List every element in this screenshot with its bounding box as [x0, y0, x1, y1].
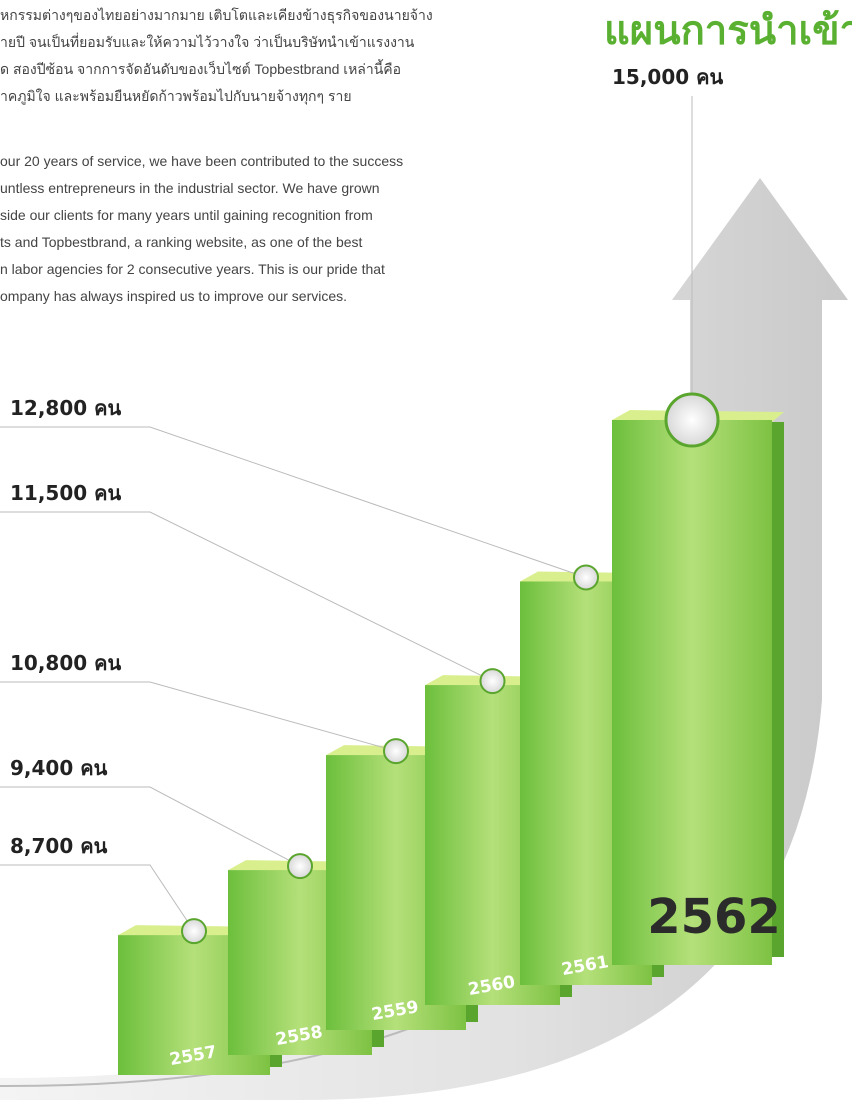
bar-side [772, 422, 784, 957]
english-line: our 20 years of service, we have been co… [0, 153, 403, 169]
year-label: 2562 [647, 889, 781, 945]
bar-marker [181, 918, 207, 945]
value-label: 10,800 คน [10, 651, 122, 675]
leader-line [0, 511, 493, 682]
value-label: 8,700 คน [10, 834, 108, 858]
value-label: 9,400 คน [10, 756, 108, 780]
english-line: untless entrepreneurs in the industrial … [0, 180, 380, 196]
thai-line: ายปี จนเป็นที่ยอมรับและให้ความไว้วางใจ ว… [0, 33, 415, 50]
paragraphs: หกรรมต่างๆของไทยอย่างมากมาย เติบโตและเคี… [0, 7, 433, 304]
value-label: 11,500 คน [10, 481, 122, 505]
leader-line [0, 864, 195, 932]
bar-marker [287, 853, 313, 880]
bar-marker [479, 668, 506, 695]
thai-line: หกรรมต่างๆของไทยอย่างมากมาย เติบโตและเคี… [0, 7, 433, 24]
bar-marker [664, 392, 720, 448]
english-line: n labor agencies for 2 consecutive years… [0, 261, 385, 277]
english-line: side our clients for many years until ga… [0, 207, 373, 223]
value-label: 12,800 คน [10, 396, 122, 420]
thai-line: าคภูมิใจ และพร้อมยืนหยัดก้าวพร้อมไปกับนา… [0, 88, 352, 105]
thai-line: ด สองปีซ้อน จากการจัดอันดับของเว็บไซต์ T… [0, 59, 401, 77]
leader-line [0, 786, 301, 867]
leader-line [0, 426, 587, 578]
english-line: ts and Topbestbrand, a ranking website, … [0, 234, 363, 250]
bar [612, 420, 772, 965]
value-label: 15,000 คน [612, 65, 724, 89]
chart-title: แผนการนำเข้า [604, 8, 852, 54]
bar-marker [383, 738, 409, 765]
bar-marker [573, 564, 599, 591]
english-line: ompany has always inspired us to improve… [0, 288, 347, 304]
leader-line [0, 681, 397, 752]
